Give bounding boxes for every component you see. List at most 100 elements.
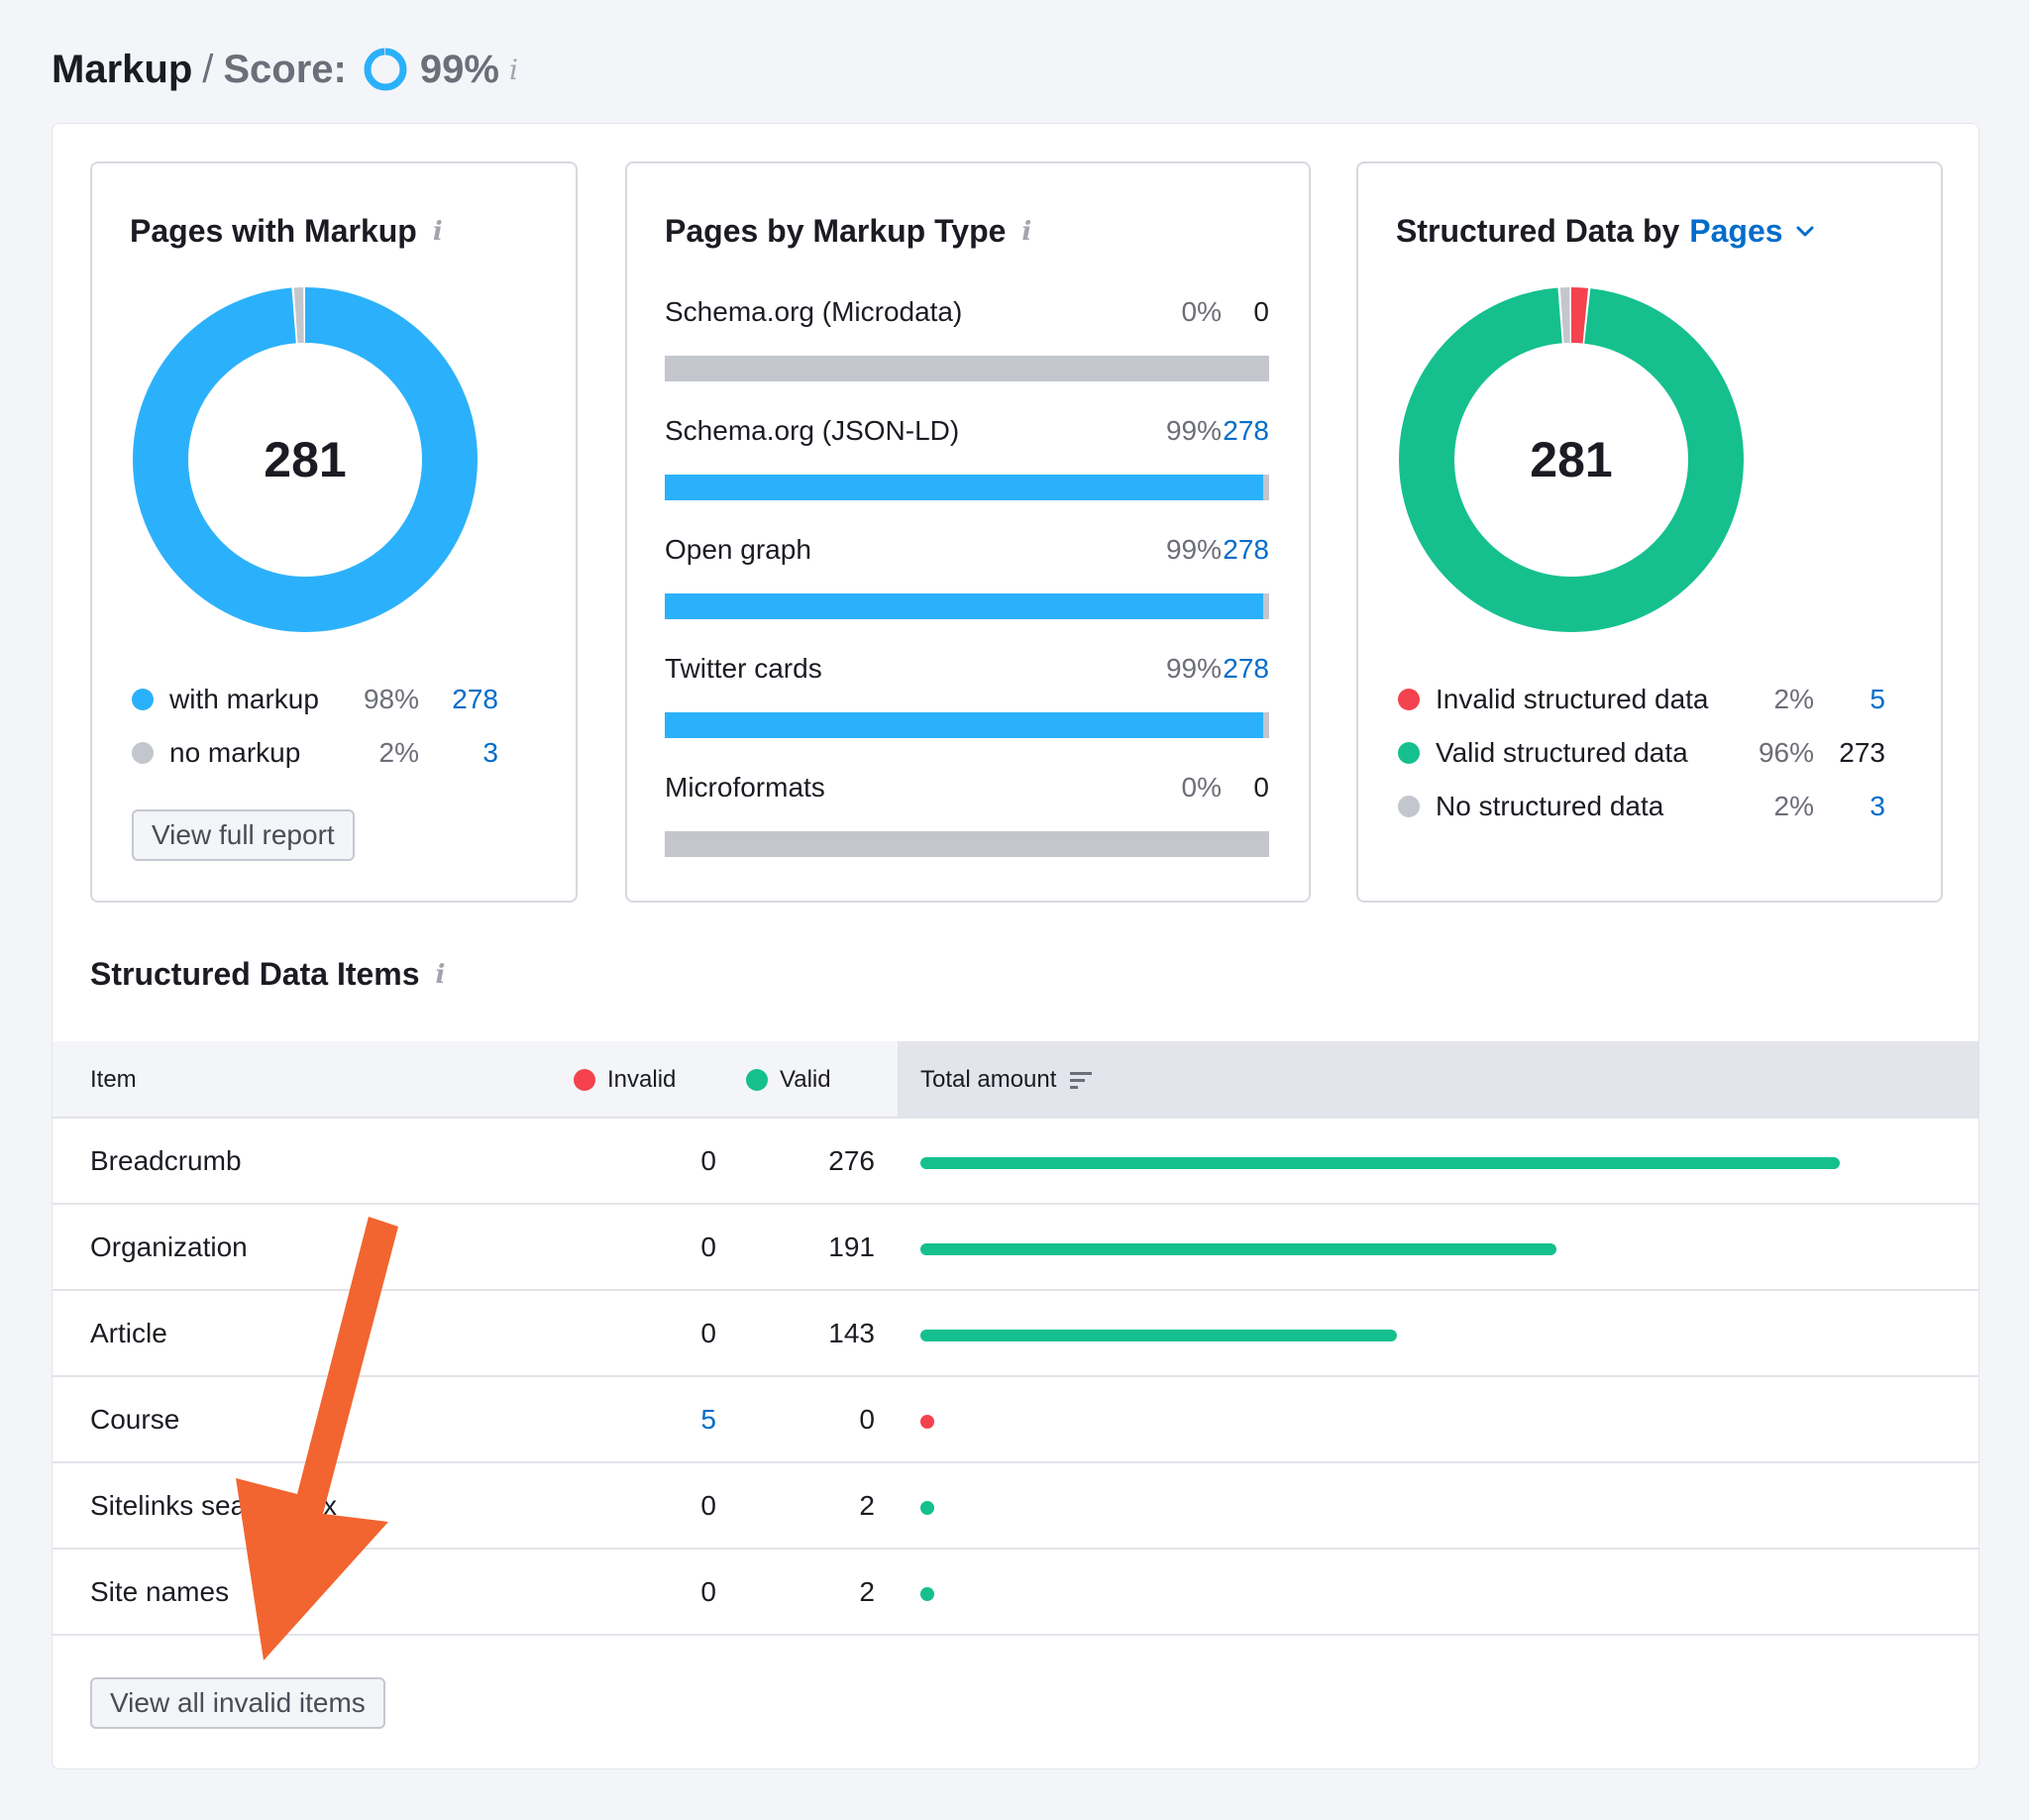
markup-type-name: Microformats [665, 772, 825, 803]
legend-dot [132, 689, 154, 710]
markup-type-row-header: Twitter cards 99% 278 [665, 653, 1269, 693]
markup-type-count[interactable]: 278 [1223, 415, 1269, 446]
column-header-valid[interactable]: Valid [746, 1041, 831, 1119]
legend-dot [1398, 742, 1420, 764]
page-title: Markup [52, 47, 193, 91]
title-separator: / [202, 47, 214, 91]
legend-count-link[interactable]: 278 [452, 684, 498, 714]
markup-type-bar-track [665, 831, 1269, 857]
structured-data-donut-chart: 281 [1398, 286, 1745, 633]
chevron-down-icon[interactable] [1795, 225, 1815, 239]
legend-count-link[interactable]: 5 [1869, 684, 1885, 714]
sort-icon[interactable] [1070, 1070, 1094, 1090]
legend-label: Invalid structured data [1436, 684, 1709, 714]
markup-type-name: Schema.org (JSON-LD) [665, 415, 960, 446]
invalid-count[interactable]: 5 [700, 1403, 716, 1435]
card-title: Pages by Markup Type i [665, 213, 1031, 250]
table-row[interactable]: Article 0 143 [53, 1291, 1978, 1377]
structured-data-legend: Invalid structured data 2% 5 Valid struc… [1398, 673, 1893, 833]
legend-row-with-markup[interactable]: with markup 98% 278 [132, 673, 508, 726]
markup-type-name: Schema.org (Microdata) [665, 296, 963, 327]
markup-panel: Pages with Markup i 281 with markup 98% … [52, 123, 1979, 1769]
donut-slice-invalid [1399, 287, 1744, 632]
table-row[interactable]: Site names 0 2 [53, 1550, 1978, 1636]
table-row[interactable]: Course 5 0 [53, 1377, 1978, 1463]
total-amount-bar [920, 1330, 1397, 1341]
info-icon[interactable]: i [1021, 216, 1032, 247]
item-name: Site names [90, 1575, 230, 1607]
markup-type-percent: 99% [1165, 415, 1222, 446]
markup-type-row-header: Microformats 0% 0 [665, 772, 1269, 811]
invalid-count: 0 [700, 1575, 716, 1607]
column-header-invalid[interactable]: Invalid [574, 1041, 676, 1119]
table-body: Breadcrumb 0 276 Organization 0 191 Article 0 14… [53, 1119, 1978, 1636]
pages-with-markup-card: Pages with Markup i 281 with markup 98% … [90, 161, 578, 903]
invalid-dot-icon [574, 1069, 595, 1091]
legend-row-valid[interactable]: Valid structured data 96% 273 [1398, 726, 1893, 780]
legend-row-no-data[interactable]: No structured data 2% 3 [1398, 780, 1893, 833]
valid-count: 2 [859, 1575, 875, 1607]
view-full-report-button[interactable]: View full report [132, 809, 355, 861]
markup-type-row-header: Schema.org (JSON-LD) 99% 278 [665, 415, 1269, 455]
markup-type-row: Schema.org (Microdata) 0% 0 [665, 296, 1269, 381]
markup-type-percent: 0% [1181, 296, 1222, 327]
structured-data-card: Structured Data by Pages 281 Invalid str… [1356, 161, 1943, 903]
item-name: Breadcrumb [90, 1144, 242, 1176]
markup-type-bar-track [665, 475, 1269, 500]
legend-count: 273 [1839, 737, 1885, 768]
donut-slice-valid [1399, 287, 1744, 632]
markup-type-row: Open graph 99% 278 [665, 534, 1269, 619]
markup-type-row-header: Schema.org (Microdata) 0% 0 [665, 296, 1269, 336]
card-title-text: Structured Data by [1396, 213, 1680, 249]
total-amount-dot [920, 1501, 934, 1515]
card-title-text: Pages by Markup Type [665, 213, 1007, 249]
legend-count-link[interactable]: 3 [1869, 791, 1885, 821]
valid-count: 2 [859, 1489, 875, 1521]
legend-label: No structured data [1436, 791, 1664, 821]
column-header-invalid-label: Invalid [607, 1066, 677, 1093]
invalid-count: 0 [700, 1231, 716, 1262]
legend-percent: 98% [363, 684, 419, 714]
table-row[interactable]: Breadcrumb 0 276 [53, 1119, 1978, 1205]
legend-row-invalid[interactable]: Invalid structured data 2% 5 [1398, 673, 1893, 726]
total-amount-bar [920, 1157, 1840, 1169]
column-header-item[interactable]: Item [90, 1066, 137, 1093]
card-title: Pages with Markup i [130, 213, 443, 250]
donut-total: 281 [264, 432, 347, 487]
view-all-invalid-items-button[interactable]: View all invalid items [90, 1677, 385, 1729]
markup-type-percent: 0% [1181, 772, 1222, 803]
page-header: Markup / Score: 99% i [52, 40, 518, 99]
markup-type-count: 0 [1253, 772, 1269, 803]
legend-count-link[interactable]: 3 [482, 737, 498, 768]
legend-dot [1398, 796, 1420, 817]
valid-count: 191 [828, 1231, 875, 1262]
valid-count: 0 [859, 1403, 875, 1435]
markup-type-bar-fill [665, 712, 1263, 738]
card-title-text: Pages with Markup [130, 213, 417, 249]
invalid-count: 0 [700, 1317, 716, 1348]
markup-type-count[interactable]: 278 [1223, 653, 1269, 684]
info-icon[interactable]: i [432, 216, 443, 247]
markup-type-bar-track [665, 356, 1269, 381]
pages-by-markup-type-card: Pages by Markup Type i Schema.org (Micro… [625, 161, 1311, 903]
legend-label: Valid structured data [1436, 737, 1688, 768]
legend-row-no-markup[interactable]: no markup 2% 3 [132, 726, 508, 780]
item-name: Article [90, 1317, 167, 1348]
table-row[interactable]: Organization 0 191 [53, 1205, 1978, 1291]
donut-total: 281 [1530, 432, 1613, 487]
pages-select[interactable]: Pages [1689, 213, 1783, 249]
total-amount-dot [920, 1415, 934, 1429]
markup-type-count[interactable]: 278 [1223, 534, 1269, 565]
info-icon[interactable]: i [508, 53, 518, 86]
markup-type-row: Microformats 0% 0 [665, 772, 1269, 857]
column-header-total[interactable]: Total amount [920, 1041, 1094, 1119]
structured-data-items-table: Item Invalid Valid Total amount [53, 1041, 1978, 1636]
markup-type-row: Twitter cards 99% 278 [665, 653, 1269, 738]
invalid-count: 0 [700, 1489, 716, 1521]
total-amount-dot [920, 1587, 934, 1601]
markup-type-bar-track [665, 593, 1269, 619]
markup-type-name: Open graph [665, 534, 811, 565]
table-row[interactable]: Sitelinks search box 0 2 [53, 1463, 1978, 1550]
info-icon[interactable]: i [435, 959, 446, 990]
markup-type-percent: 99% [1165, 534, 1222, 565]
